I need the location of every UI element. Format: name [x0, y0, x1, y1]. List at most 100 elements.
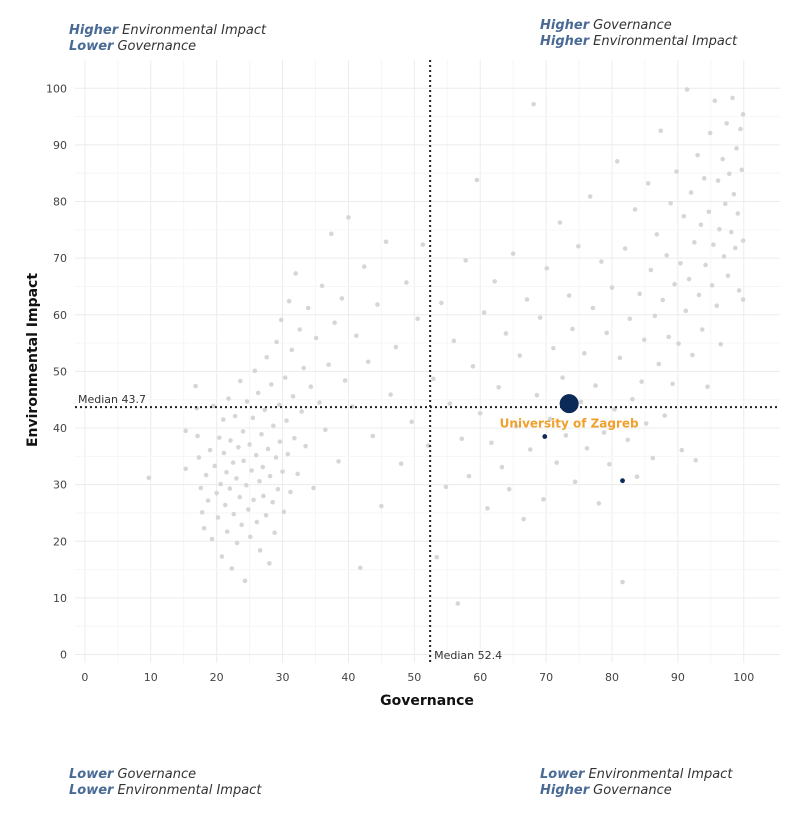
data-point: [264, 354, 270, 360]
data-point: [678, 260, 683, 266]
data-point: [554, 460, 559, 465]
data-point: [326, 362, 331, 367]
data-point: [299, 409, 304, 414]
data-point: [277, 439, 283, 444]
data-point: [698, 222, 704, 228]
data-point: [681, 213, 687, 219]
data-point: [288, 489, 293, 495]
data-point: [259, 431, 264, 437]
data-point: [237, 494, 243, 500]
data-point: [267, 561, 272, 566]
background-points: [146, 87, 746, 606]
x-tick-label: 20: [210, 671, 224, 684]
data-point: [481, 310, 487, 315]
data-point: [254, 519, 260, 525]
data-point: [714, 303, 720, 309]
data-point: [199, 510, 205, 515]
data-point: [696, 292, 702, 298]
data-point: [557, 220, 563, 225]
data-point: [269, 382, 274, 387]
data-point: [630, 396, 635, 402]
data-point: [701, 176, 707, 181]
data-point: [674, 169, 679, 174]
data-point: [672, 281, 677, 287]
data-point: [499, 464, 505, 470]
data-point: [641, 337, 647, 343]
data-point: [731, 191, 737, 197]
data-point: [226, 396, 231, 401]
data-point: [666, 334, 671, 340]
data-point: [292, 435, 297, 441]
data-point: [541, 497, 546, 502]
data-point: [506, 486, 512, 492]
data-point: [547, 416, 553, 422]
data-point: [740, 112, 746, 117]
data-point: [578, 399, 584, 405]
data-point: [662, 413, 667, 418]
data-point: [736, 288, 742, 293]
data-point: [652, 313, 658, 319]
data-point: [679, 447, 685, 453]
data-point: [281, 509, 287, 515]
data-point: [459, 436, 465, 442]
data-point: [470, 364, 476, 369]
data-point: [517, 353, 523, 358]
data-point: [492, 279, 498, 284]
data-point: [654, 232, 660, 237]
secondary-point: [542, 434, 548, 439]
data-point: [739, 167, 745, 173]
data-point: [688, 190, 694, 195]
data-point: [211, 403, 216, 409]
x-tick-label: 30: [276, 671, 290, 684]
x-tick-label: 100: [733, 671, 754, 684]
data-point: [650, 455, 656, 461]
data-point: [262, 407, 268, 413]
data-point: [668, 200, 673, 206]
data-point: [252, 368, 258, 374]
data-point: [271, 423, 276, 429]
y-tick-label: 20: [53, 535, 67, 548]
data-point: [415, 316, 420, 322]
data-point: [276, 402, 282, 408]
data-point: [587, 194, 593, 199]
data-point: [711, 242, 716, 247]
data-point: [712, 98, 718, 104]
x-tick-label: 90: [671, 671, 685, 684]
data-point: [524, 297, 530, 302]
x-tick-label: 50: [407, 671, 421, 684]
data-point: [614, 159, 620, 164]
data-point: [489, 440, 494, 446]
data-point: [485, 506, 490, 511]
data-point: [375, 302, 380, 307]
y-tick-label: 100: [46, 82, 67, 95]
data-point: [643, 421, 649, 426]
data-point: [240, 429, 246, 434]
data-point: [289, 347, 295, 353]
data-point: [740, 297, 746, 302]
data-point: [257, 478, 262, 484]
data-point: [203, 472, 209, 478]
data-point: [398, 461, 404, 466]
data-point: [260, 464, 266, 470]
data-point: [198, 485, 204, 491]
data-point: [193, 383, 198, 389]
data-point: [207, 447, 213, 453]
data-point: [230, 460, 236, 465]
y-axis-title: Environmental Impact: [25, 273, 41, 447]
data-point: [632, 207, 638, 212]
data-point: [231, 511, 237, 517]
data-point: [267, 473, 273, 479]
data-point: [726, 171, 732, 177]
data-point: [531, 101, 536, 107]
data-point: [229, 566, 235, 571]
data-point: [216, 435, 222, 440]
data-point: [239, 522, 244, 528]
data-point: [295, 471, 301, 477]
data-point: [263, 512, 269, 518]
data-point: [354, 333, 359, 339]
quadrant-label-bottom-right: Lower Environmental Impact Higher Governan…: [540, 767, 733, 798]
data-point: [593, 383, 598, 388]
data-point: [721, 254, 727, 259]
data-point: [280, 469, 285, 474]
data-point: [612, 407, 617, 412]
